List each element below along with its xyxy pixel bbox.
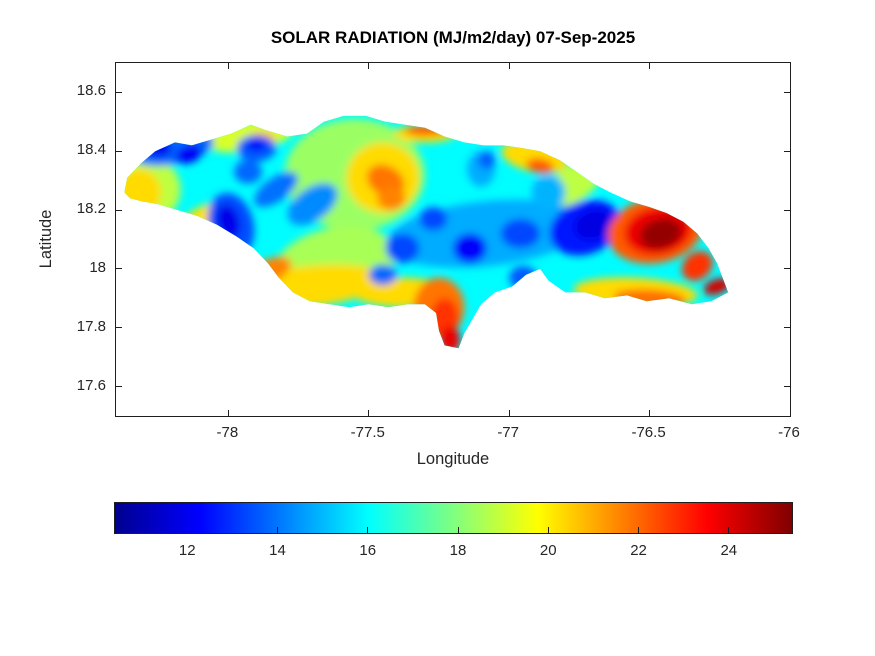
axis-tick xyxy=(508,63,510,69)
axis-tick xyxy=(508,410,510,416)
axis-tick xyxy=(116,91,122,93)
radiation-region xyxy=(574,209,613,241)
radiation-region xyxy=(440,326,461,349)
colorbar-tick-label: 14 xyxy=(269,542,286,559)
y-tick-label: 17.6 xyxy=(76,376,106,394)
axis-tick xyxy=(789,410,791,416)
colorbar-tick-label: 20 xyxy=(539,542,557,559)
radiation-region xyxy=(500,218,541,249)
axis-tick xyxy=(784,327,790,329)
axis-tick xyxy=(116,386,122,388)
x-axis-label: Longitude xyxy=(416,450,490,468)
colorbar-tick-label: 24 xyxy=(720,542,738,559)
radiation-region xyxy=(175,144,203,164)
colorbar-tick-label: 18 xyxy=(449,542,467,559)
axis-tick xyxy=(649,410,651,416)
colorbar-tick-label: 12 xyxy=(178,542,196,559)
axis-tick xyxy=(227,63,229,69)
radiation-region xyxy=(234,160,262,184)
radiation-region xyxy=(703,278,729,296)
axis-tick xyxy=(784,386,790,388)
radiation-region xyxy=(368,264,397,286)
axis-tick xyxy=(368,63,370,69)
axis-tick xyxy=(116,150,122,152)
radiation-region xyxy=(478,151,496,169)
plot-area xyxy=(115,62,791,417)
radiation-region xyxy=(287,183,338,226)
colorbar-tick xyxy=(547,527,549,533)
x-tick-label: -77.5 xyxy=(350,424,385,441)
axis-tick xyxy=(784,91,790,93)
axis-tick xyxy=(116,209,122,211)
colorbar xyxy=(114,502,793,534)
axis-tick xyxy=(789,63,791,69)
radiation-region xyxy=(531,174,566,211)
radiation-region xyxy=(377,186,406,211)
radiation-region xyxy=(526,158,554,174)
chart-title: SOLAR RADIATION (MJ/m2/day) 07-Sep-2025 xyxy=(270,28,636,47)
radiation-region xyxy=(405,126,445,136)
radiation-region xyxy=(144,139,173,158)
radiation-region xyxy=(640,218,682,249)
radiation-region xyxy=(246,139,267,152)
x-tick-label: -76.5 xyxy=(631,424,666,441)
colorbar-tick xyxy=(276,527,278,533)
radiation-region xyxy=(419,207,448,231)
axis-tick xyxy=(649,63,651,69)
y-tick-label: 18.4 xyxy=(76,141,106,159)
colorbar-tick xyxy=(638,527,640,533)
axis-tick xyxy=(368,410,370,416)
y-axis-label: Latitude xyxy=(37,209,55,269)
radiation-region xyxy=(385,233,420,263)
colorbar-tick xyxy=(728,527,730,533)
x-tick-label: -78 xyxy=(216,424,239,441)
colorbar-tick-label: 16 xyxy=(359,542,377,559)
radiation-region xyxy=(453,233,487,263)
x-tick-label: -76 xyxy=(778,424,800,441)
y-tick-label: 18.6 xyxy=(76,82,106,100)
colorbar-tick xyxy=(367,527,369,533)
y-tick-label: 18.2 xyxy=(76,200,106,218)
axis-tick xyxy=(784,209,790,211)
colorbar-tick xyxy=(186,527,188,533)
y-tick-label: 18 xyxy=(89,258,106,276)
radiation-region xyxy=(254,172,298,207)
axis-tick xyxy=(227,410,229,416)
colorbar-tick xyxy=(457,527,459,533)
jamaica-radiation-map xyxy=(124,115,729,349)
axis-tick xyxy=(784,150,790,152)
radiation-region xyxy=(681,251,713,281)
radiation-region xyxy=(124,168,161,216)
y-tick-label: 17.8 xyxy=(76,317,106,335)
colorbar-tick-label: 22 xyxy=(630,542,647,559)
axis-tick xyxy=(116,327,122,329)
axis-tick xyxy=(784,268,790,270)
x-tick-label: -77 xyxy=(497,424,519,441)
radiation-region xyxy=(509,265,538,290)
axis-tick xyxy=(116,268,122,270)
